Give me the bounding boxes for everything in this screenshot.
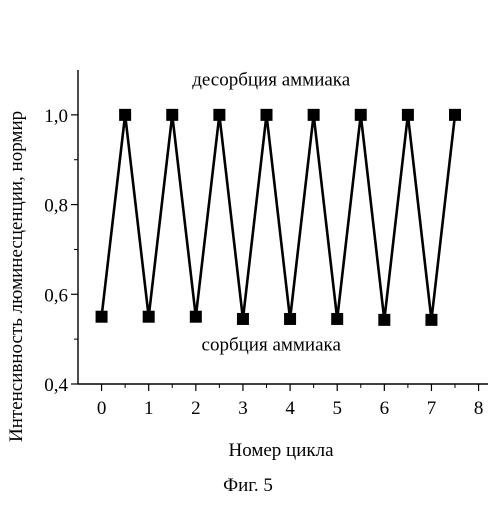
- x-tick-label: 1: [144, 398, 154, 419]
- data-point-marker: [213, 109, 225, 121]
- data-point-marker: [237, 313, 249, 325]
- data-point-marker: [143, 311, 155, 323]
- data-point-marker: [96, 311, 108, 323]
- data-point-marker: [284, 313, 296, 325]
- annotation-label: сорбция аммиака: [202, 334, 342, 355]
- x-tick-label: 3: [238, 398, 248, 419]
- x-tick-label: 2: [191, 398, 201, 419]
- x-tick-label: 4: [285, 398, 295, 419]
- data-point-marker: [119, 109, 131, 121]
- series-line: [102, 115, 455, 320]
- annotation-label: десорбция аммиака: [192, 70, 351, 91]
- data-point-marker: [378, 314, 390, 326]
- data-point-marker: [261, 109, 273, 121]
- x-tick-label: 5: [332, 398, 342, 419]
- x-tick-label: 6: [380, 398, 390, 419]
- data-point-marker: [308, 109, 320, 121]
- data-point-marker: [355, 109, 367, 121]
- x-tick-label: 8: [474, 398, 484, 419]
- data-point-marker: [449, 109, 461, 121]
- x-axis-title: Номер цикла: [228, 440, 334, 461]
- data-point-marker: [402, 109, 414, 121]
- data-point-marker: [166, 109, 178, 121]
- y-tick-label: 0,8: [44, 196, 68, 217]
- data-point-marker: [331, 313, 343, 325]
- data-point-marker: [425, 314, 437, 326]
- y-axis-title: Интенсивность люминесценции, нормир: [6, 111, 27, 442]
- x-tick-label: 0: [97, 398, 107, 419]
- x-tick-label: 7: [427, 398, 437, 419]
- data-point-marker: [190, 311, 202, 323]
- y-tick-label: 0,6: [44, 285, 68, 306]
- figure-caption: Фиг. 5: [223, 475, 273, 496]
- y-tick-label: 1,0: [44, 106, 68, 127]
- y-tick-label: 0,4: [44, 375, 68, 396]
